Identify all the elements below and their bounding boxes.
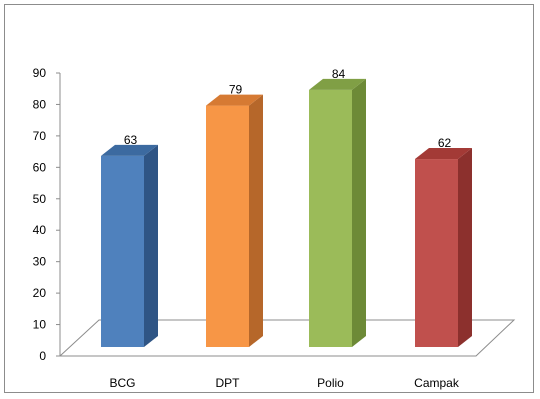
bar-front <box>206 105 249 347</box>
bar <box>415 148 472 347</box>
y-tick-label: 60 <box>33 160 47 174</box>
x-tick-label: DPT <box>216 376 241 390</box>
x-tick-label: Polio <box>317 376 344 390</box>
y-tick-label: 90 <box>33 66 47 80</box>
y-axis <box>56 72 61 357</box>
data-label: 84 <box>332 67 346 81</box>
bar-side <box>352 78 366 347</box>
bar-front <box>309 89 352 347</box>
y-tick-label: 0 <box>39 349 46 363</box>
bars <box>101 78 472 347</box>
x-tick-label: Campak <box>414 376 460 390</box>
y-tick-label: 50 <box>33 192 47 206</box>
x-tick-label: BCG <box>109 376 135 390</box>
data-label: 63 <box>124 133 138 147</box>
y-tick-label: 40 <box>33 223 47 237</box>
y-tick-label: 20 <box>33 286 47 300</box>
y-tick-label: 30 <box>33 255 47 269</box>
bar-top <box>101 144 158 156</box>
bar-top <box>309 78 366 90</box>
x-tick-labels: BCG DPT Polio Campak <box>109 376 459 390</box>
data-label: 62 <box>438 136 452 150</box>
bar-side <box>458 148 472 347</box>
data-label: 79 <box>229 83 243 97</box>
bar-front <box>415 159 458 347</box>
chart-floor <box>58 319 516 357</box>
floor-outline <box>58 319 516 357</box>
bar-top <box>206 94 263 106</box>
bar-front <box>101 155 144 347</box>
bar <box>101 144 158 347</box>
bar-top <box>415 148 472 160</box>
y-tick-label: 70 <box>33 129 47 143</box>
bar <box>206 94 263 347</box>
bar-side <box>249 94 263 347</box>
y-tick-label: 10 <box>33 318 47 332</box>
bar <box>309 78 366 347</box>
y-tick-label: 80 <box>33 97 47 111</box>
bar-side <box>144 144 158 347</box>
data-labels: 63 79 84 62 <box>124 67 452 150</box>
y-tick-labels: 0 10 20 30 40 50 60 70 80 90 <box>33 66 47 363</box>
